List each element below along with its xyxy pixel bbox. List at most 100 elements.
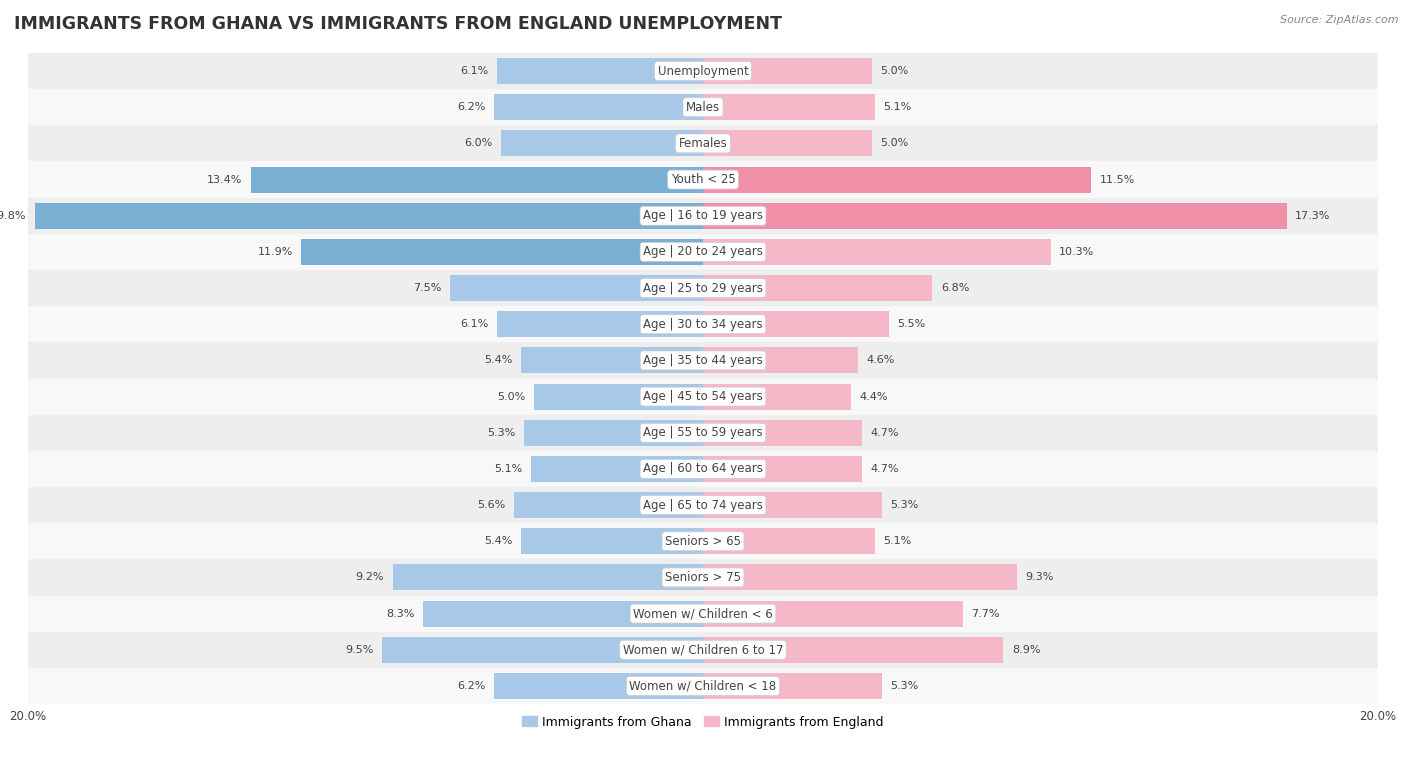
Bar (703, 58, 872, 84)
Bar (28, 487, 1378, 523)
Text: 7.7%: 7.7% (972, 609, 1000, 618)
Bar (28, 234, 1378, 270)
Bar (703, 167, 1091, 192)
Bar (703, 565, 1017, 590)
Bar (703, 311, 889, 338)
Text: 5.0%: 5.0% (880, 66, 908, 76)
Bar (703, 203, 1286, 229)
Text: Age | 20 to 24 years: Age | 20 to 24 years (643, 245, 763, 258)
Bar (28, 596, 1378, 631)
Bar (28, 161, 1378, 198)
Text: Source: ZipAtlas.com: Source: ZipAtlas.com (1281, 15, 1399, 25)
Text: 4.7%: 4.7% (870, 428, 898, 438)
Text: Males: Males (686, 101, 720, 114)
Text: Age | 55 to 59 years: Age | 55 to 59 years (643, 426, 763, 439)
Bar (28, 89, 1378, 126)
Text: 5.3%: 5.3% (488, 428, 516, 438)
Text: 19.8%: 19.8% (0, 210, 27, 221)
Bar (703, 275, 932, 301)
Text: 17.3%: 17.3% (1295, 210, 1330, 221)
Text: Women w/ Children 6 to 17: Women w/ Children 6 to 17 (623, 643, 783, 656)
Bar (703, 347, 858, 373)
Text: Age | 65 to 74 years: Age | 65 to 74 years (643, 499, 763, 512)
Text: 5.3%: 5.3% (890, 681, 918, 691)
Bar (498, 311, 703, 338)
Text: 11.5%: 11.5% (1099, 175, 1135, 185)
Bar (494, 94, 703, 120)
Text: Age | 16 to 19 years: Age | 16 to 19 years (643, 209, 763, 223)
Bar (703, 637, 1004, 663)
Text: 9.3%: 9.3% (1025, 572, 1053, 582)
Legend: Immigrants from Ghana, Immigrants from England: Immigrants from Ghana, Immigrants from E… (517, 711, 889, 734)
Text: 13.4%: 13.4% (207, 175, 242, 185)
Bar (28, 342, 1378, 378)
Text: 8.3%: 8.3% (387, 609, 415, 618)
Text: Seniors > 75: Seniors > 75 (665, 571, 741, 584)
Text: 5.6%: 5.6% (478, 500, 506, 510)
Bar (28, 559, 1378, 596)
Bar (450, 275, 703, 301)
Bar (520, 347, 703, 373)
Text: 4.7%: 4.7% (870, 464, 898, 474)
Bar (703, 419, 862, 446)
Text: 5.5%: 5.5% (897, 319, 925, 329)
Bar (524, 419, 703, 446)
Bar (703, 384, 852, 410)
Bar (28, 668, 1378, 704)
Bar (28, 451, 1378, 487)
Text: 5.1%: 5.1% (883, 102, 911, 112)
Text: 10.3%: 10.3% (1059, 247, 1094, 257)
Bar (520, 528, 703, 554)
Text: 6.2%: 6.2% (457, 681, 485, 691)
Bar (35, 203, 703, 229)
Bar (382, 637, 703, 663)
Bar (28, 126, 1378, 161)
Text: Age | 30 to 34 years: Age | 30 to 34 years (643, 318, 763, 331)
Text: 6.1%: 6.1% (461, 66, 489, 76)
Text: Unemployment: Unemployment (658, 64, 748, 77)
Text: 6.1%: 6.1% (461, 319, 489, 329)
Bar (28, 378, 1378, 415)
Text: 4.6%: 4.6% (866, 356, 896, 366)
Bar (28, 523, 1378, 559)
Text: Youth < 25: Youth < 25 (671, 173, 735, 186)
Bar (28, 415, 1378, 451)
Bar (534, 384, 703, 410)
Text: 5.3%: 5.3% (890, 500, 918, 510)
Text: 8.9%: 8.9% (1012, 645, 1040, 655)
Bar (28, 198, 1378, 234)
Bar (28, 306, 1378, 342)
Text: 9.5%: 9.5% (346, 645, 374, 655)
Bar (301, 239, 703, 265)
Text: Women w/ Children < 18: Women w/ Children < 18 (630, 680, 776, 693)
Text: 7.5%: 7.5% (413, 283, 441, 293)
Text: 9.2%: 9.2% (356, 572, 384, 582)
Text: 11.9%: 11.9% (257, 247, 292, 257)
Bar (703, 94, 875, 120)
Text: 5.1%: 5.1% (495, 464, 523, 474)
Text: 5.4%: 5.4% (484, 356, 512, 366)
Text: Age | 60 to 64 years: Age | 60 to 64 years (643, 463, 763, 475)
Bar (498, 58, 703, 84)
Bar (250, 167, 703, 192)
Text: Age | 45 to 54 years: Age | 45 to 54 years (643, 390, 763, 403)
Bar (703, 528, 875, 554)
Bar (501, 130, 703, 157)
Bar (703, 600, 963, 627)
Text: Age | 25 to 29 years: Age | 25 to 29 years (643, 282, 763, 294)
Bar (703, 492, 882, 518)
Bar (703, 130, 872, 157)
Text: Women w/ Children < 6: Women w/ Children < 6 (633, 607, 773, 620)
Bar (703, 456, 862, 482)
Bar (392, 565, 703, 590)
Bar (28, 631, 1378, 668)
Text: Seniors > 65: Seniors > 65 (665, 534, 741, 548)
Bar (423, 600, 703, 627)
Text: 5.0%: 5.0% (498, 391, 526, 401)
Text: Age | 35 to 44 years: Age | 35 to 44 years (643, 354, 763, 367)
Bar (28, 53, 1378, 89)
Bar (703, 673, 882, 699)
Text: 6.0%: 6.0% (464, 139, 492, 148)
Bar (531, 456, 703, 482)
Text: 5.1%: 5.1% (883, 536, 911, 547)
